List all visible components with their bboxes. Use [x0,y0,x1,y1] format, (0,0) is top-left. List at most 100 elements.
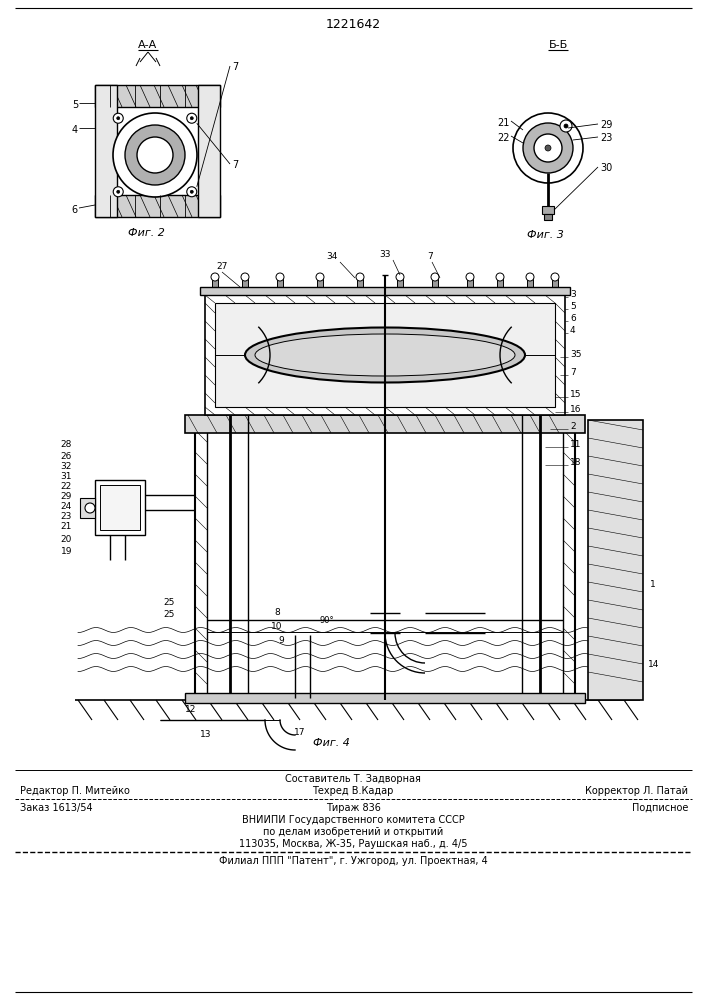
Text: Редактор П. Митейко: Редактор П. Митейко [20,786,130,796]
Circle shape [187,187,197,197]
Bar [95,85,117,217]
Text: Фиг. 4: Фиг. 4 [313,738,350,748]
Text: 3: 3 [570,290,575,299]
Circle shape [85,503,95,513]
Text: 22: 22 [498,133,510,143]
Text: 20: 20 [61,535,72,544]
Bar [242,277,248,295]
Circle shape [513,113,583,183]
Bar [588,420,643,700]
Ellipse shape [245,328,525,382]
Circle shape [545,145,551,151]
Circle shape [276,273,284,281]
Bar [357,277,363,295]
Text: по делам изобретений и открытий: по делам изобретений и открытий [263,827,443,837]
Text: 30: 30 [600,163,612,173]
Text: Фиг. 3: Фиг. 3 [527,230,564,240]
Circle shape [564,124,568,128]
Text: 1221642: 1221642 [325,18,380,31]
Circle shape [190,190,193,193]
Text: 34: 34 [327,252,338,261]
Bar [185,693,585,703]
Text: 31: 31 [61,472,72,481]
Text: 19: 19 [61,547,72,556]
Circle shape [466,273,474,281]
Bar [198,85,220,217]
Text: 90°: 90° [320,616,334,625]
Circle shape [526,273,534,281]
Circle shape [117,190,119,193]
Text: 11: 11 [570,440,581,449]
Text: 6: 6 [570,314,575,323]
Bar [95,195,220,217]
Bar [80,498,95,518]
Bar [542,206,554,214]
Text: 8: 8 [274,608,280,617]
Circle shape [211,273,219,281]
Circle shape [534,134,562,162]
Bar [212,277,218,295]
Circle shape [431,273,439,281]
Circle shape [113,187,123,197]
Ellipse shape [255,334,515,376]
Text: 23: 23 [61,512,72,521]
Text: Корректор Л. Патай: Корректор Л. Патай [585,786,688,796]
Text: 7: 7 [232,160,238,170]
Text: Б-Б: Б-Б [549,40,568,50]
Text: 14: 14 [648,660,660,669]
Bar [467,277,473,295]
Circle shape [523,123,573,173]
Text: ВНИИПИ Государственного комитета СССР: ВНИИПИ Государственного комитета СССР [242,815,464,825]
Bar [277,277,283,295]
Text: 2: 2 [570,422,575,431]
Text: 12: 12 [185,705,197,714]
Text: 21: 21 [498,118,510,128]
Text: 35: 35 [570,350,581,359]
Circle shape [560,120,572,132]
Text: Составитель Т. Задворная: Составитель Т. Задворная [285,774,421,784]
Text: 18: 18 [570,458,581,467]
Bar [497,277,503,295]
Text: 24: 24 [61,502,72,511]
Text: 33: 33 [379,250,391,259]
Bar [215,303,555,407]
Circle shape [356,273,364,281]
Bar [200,287,570,295]
Text: 25: 25 [163,610,175,619]
Bar [544,214,552,220]
Text: 25: 25 [163,598,175,607]
Text: 27: 27 [216,262,228,271]
Circle shape [187,113,197,123]
Text: 28: 28 [61,440,72,449]
Circle shape [396,273,404,281]
Text: 7: 7 [427,252,433,261]
Bar [185,415,585,433]
Text: 17: 17 [294,728,305,737]
Text: 15: 15 [570,390,581,399]
Bar [552,277,558,295]
Circle shape [117,117,119,120]
Circle shape [551,273,559,281]
Text: 4: 4 [570,326,575,335]
Bar [95,85,220,107]
Text: 9: 9 [279,636,284,645]
Bar [527,277,533,295]
Text: А-А: А-А [139,40,158,50]
Text: Фиг. 2: Фиг. 2 [128,228,165,238]
Text: 6: 6 [72,205,78,215]
Text: 23: 23 [600,133,612,143]
Text: 16: 16 [570,405,581,414]
Bar [397,277,403,295]
Text: 13: 13 [200,730,211,739]
Text: 113035, Москва, Ж-35, Раушская наб., д. 4/5: 113035, Москва, Ж-35, Раушская наб., д. … [239,839,467,849]
Bar [432,277,438,295]
Circle shape [190,117,193,120]
Bar [95,480,145,535]
Circle shape [241,273,249,281]
Text: Заказ 1613/54: Заказ 1613/54 [20,803,93,813]
Circle shape [113,113,123,123]
Text: 4: 4 [72,125,78,135]
Circle shape [113,113,197,197]
Circle shape [125,125,185,185]
Text: Подписное: Подписное [631,803,688,813]
